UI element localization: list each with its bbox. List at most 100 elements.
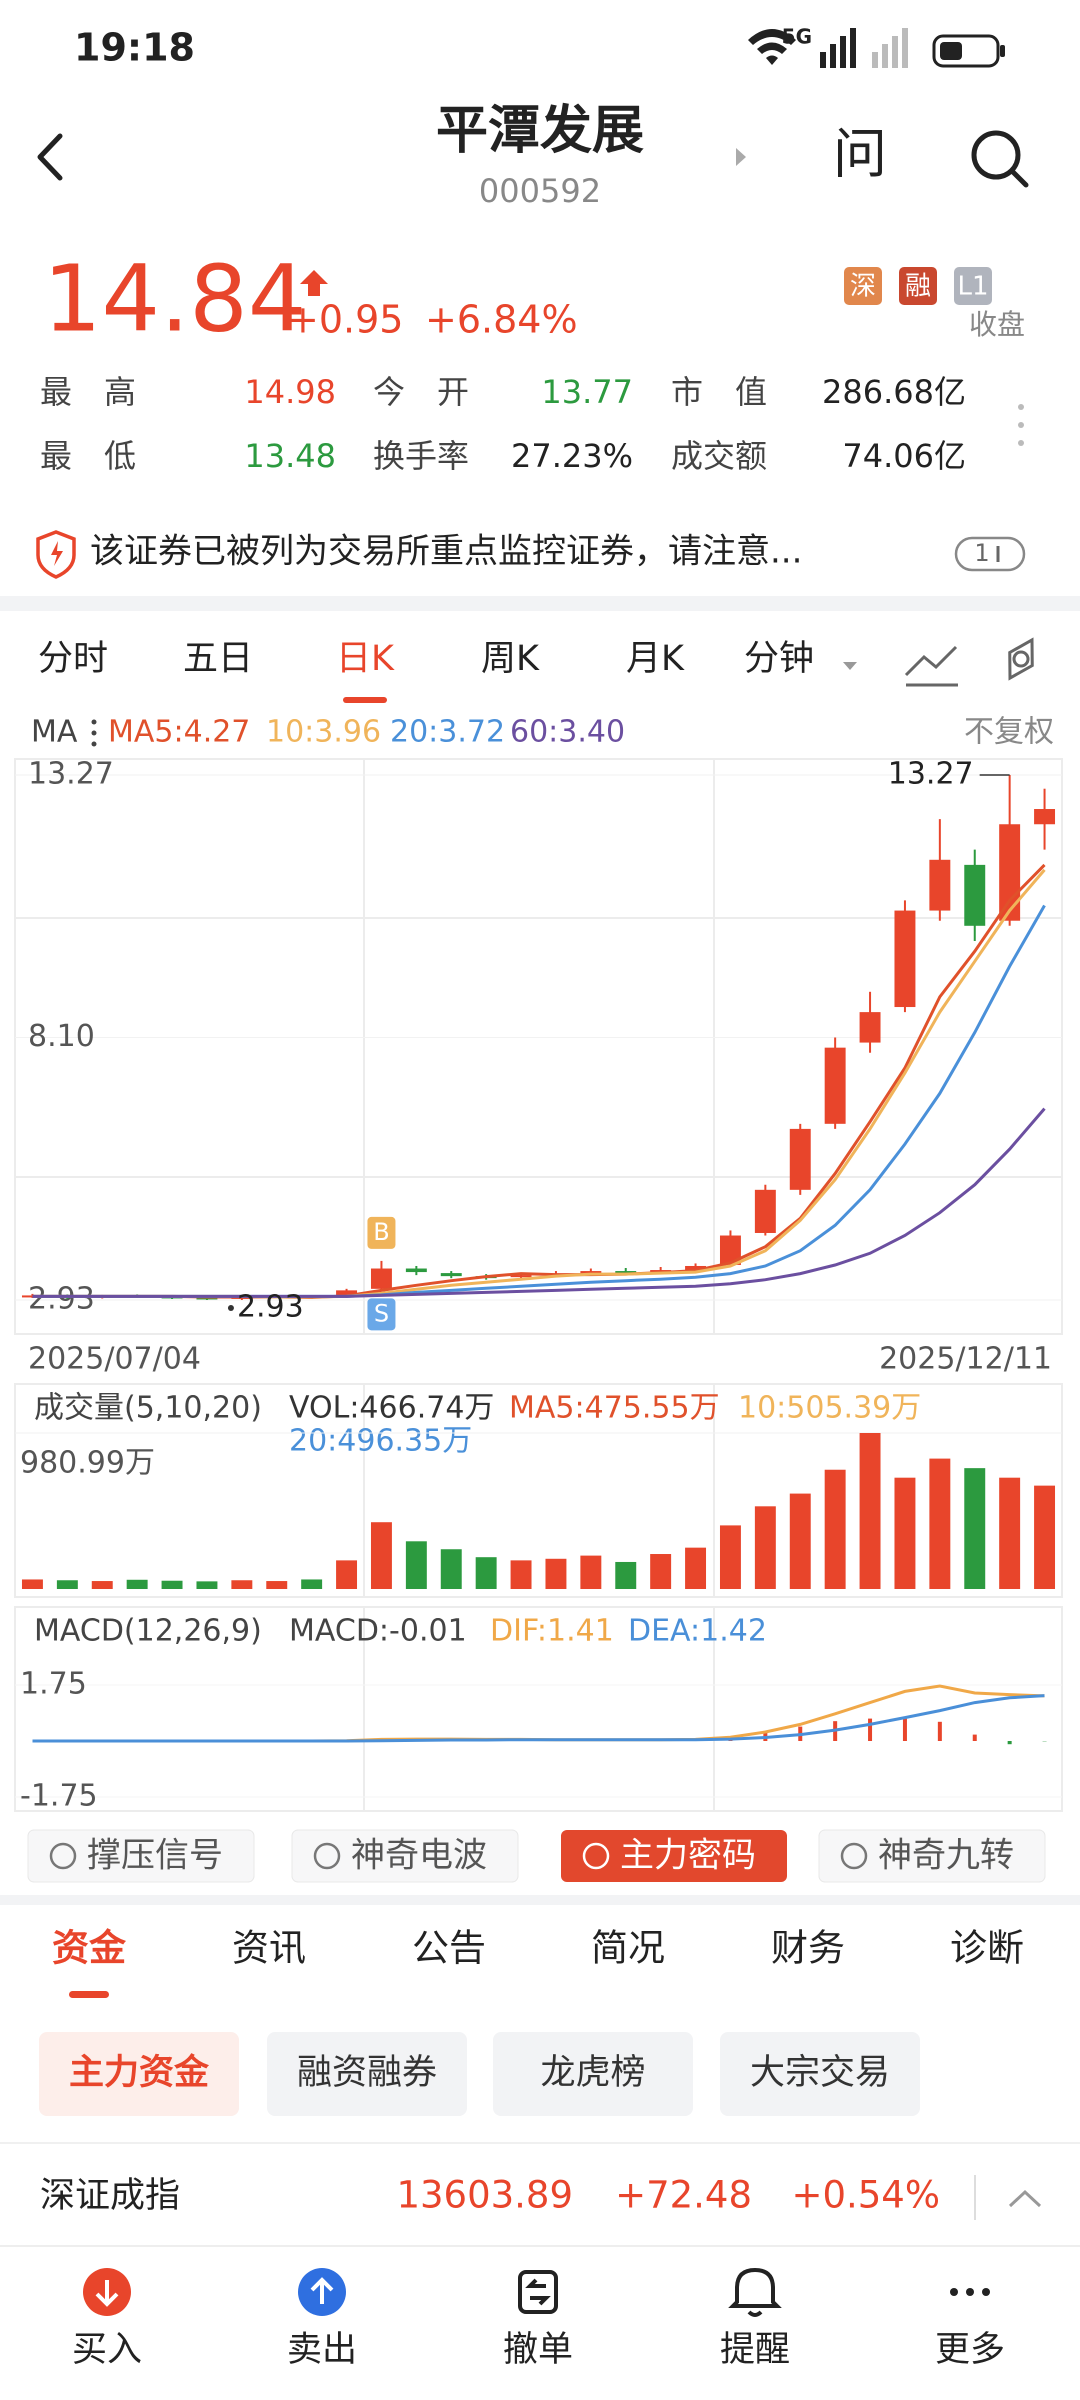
candle-body [894,910,916,1008]
legend-item: 60:3.40 [510,715,625,750]
candle-body [929,859,951,911]
subtab-label[interactable]: 龙虎榜 [540,2053,645,2093]
volume-bar [21,1579,43,1589]
search-button[interactable] [971,130,1029,188]
legend-item: MACD:-0.01 [289,1614,467,1649]
subtab-label[interactable]: 主力资金 [69,2052,210,2093]
volume-bar [91,1581,113,1589]
sell-signal [367,1298,396,1331]
sell-icon[interactable] [298,2268,346,2316]
low-pointer [227,1305,234,1311]
volume-bar [580,1555,602,1589]
tool-label[interactable]: 主力密码 [620,1836,756,1876]
subtab-box[interactable] [720,2032,920,2116]
nav-label[interactable]: 提醒 [720,2330,790,2370]
candle-body [789,1128,811,1190]
tool-button[interactable] [291,1829,519,1883]
candle-body [1034,809,1056,825]
up-arrow [300,270,328,296]
tool-button[interactable] [818,1829,1046,1883]
tool-label[interactable]: 撑压信号 [87,1836,223,1876]
y-tick-label: 13.27 [28,757,114,792]
section-tab[interactable]: 资金 [52,1927,127,1970]
back-button[interactable] [37,133,63,181]
volume-bar [894,1477,916,1589]
badge-text: 深 [850,272,876,302]
subtab-box[interactable] [267,2032,467,2116]
stat-label: 市 值 [671,373,767,411]
buy-signal [367,1216,396,1249]
chart-tab[interactable]: 五日 [183,639,253,679]
y-tick-label: -1.75 [20,1779,98,1814]
nav-label[interactable]: 撤单 [503,2330,573,2370]
subtab-box[interactable] [39,2032,239,2116]
high-annotation: 13.27 [888,757,974,792]
warning-icon [51,541,63,566]
volume-bar [475,1557,497,1589]
stat-label: 今 开 [373,373,469,411]
ask-button[interactable]: 问 [833,123,887,186]
index-value: 13603.89 [396,2174,573,2217]
volume-bar [231,1580,253,1589]
dropdown-caret[interactable] [843,662,857,670]
section-tab[interactable]: 公告 [412,1927,486,1970]
x-tick-label: 2025/12/11 [879,1342,1052,1377]
subtab-label[interactable]: 融资融券 [297,2053,437,2093]
stat-value: 13.77 [541,373,633,411]
notice-count[interactable]: 1 [974,539,989,567]
index-name: 深证成指 [40,2176,180,2216]
candle-body [964,864,986,926]
divider [0,2142,1080,2144]
tool-button[interactable] [27,1829,255,1883]
volume-bar [336,1560,358,1589]
nav-label[interactable]: 买入 [72,2330,142,2370]
volume-bar [370,1522,392,1589]
section-tab[interactable]: 简况 [591,1927,665,1970]
chart-tab[interactable]: 分时 [38,639,108,679]
chart-tab[interactable]: 分钟 [744,639,814,679]
tool-label[interactable]: 神奇九转 [878,1836,1014,1876]
buy-icon[interactable] [83,2268,131,2316]
section-tab[interactable]: 诊断 [950,1927,1024,1970]
notice-count-box[interactable] [954,536,1026,572]
nav-label[interactable]: 卖出 [287,2330,357,2370]
candle-body [405,1268,427,1273]
chart-tab[interactable]: 月K [626,639,685,679]
volume-bar [789,1493,811,1589]
subtab-label[interactable]: 大宗交易 [750,2053,890,2093]
candle-body [754,1189,776,1233]
chart-tab[interactable]: 日K [336,639,395,679]
nav-label[interactable]: 更多 [935,2330,1005,2370]
y-tick-label: 1.75 [20,1667,87,1702]
notice-text[interactable]: 该证券已被列为交易所重点监控证券，请注意... [90,532,802,572]
tool-button[interactable] [561,1830,787,1882]
section-tab[interactable]: 财务 [771,1927,845,1970]
candle-body [999,824,1021,921]
subtab-box[interactable] [493,2032,693,2116]
more-icon[interactable] [950,2288,990,2296]
section-tab[interactable]: 资讯 [232,1927,306,1970]
badge [844,267,882,305]
chart-tab[interactable]: 周K [481,639,540,679]
cancel-icon[interactable] [518,2270,558,2314]
alert-icon[interactable] [728,2267,782,2317]
adjust-toggle[interactable]: 不复权 [964,715,1054,750]
legend-label: MA [31,715,78,750]
candle-body [370,1268,392,1289]
settings-button[interactable] [999,633,1044,684]
legend-separator [91,730,97,736]
buy-signal-text: B [373,1218,389,1246]
tool-label[interactable]: 神奇电波 [351,1836,487,1876]
stat-label: 成交额 [671,437,767,475]
stat-value: 14.98 [244,373,336,411]
next-arrow[interactable] [736,148,746,166]
collapse-button[interactable] [1008,2189,1042,2208]
stat-label: 最 低 [40,437,136,475]
legend-item: 20:496.35万 [289,1424,472,1459]
volume-bar [440,1549,462,1589]
panel-title: MACD(12,26,9) [34,1614,262,1649]
draw-tool[interactable] [904,645,958,687]
stat-value: 74.06亿 [842,437,966,475]
